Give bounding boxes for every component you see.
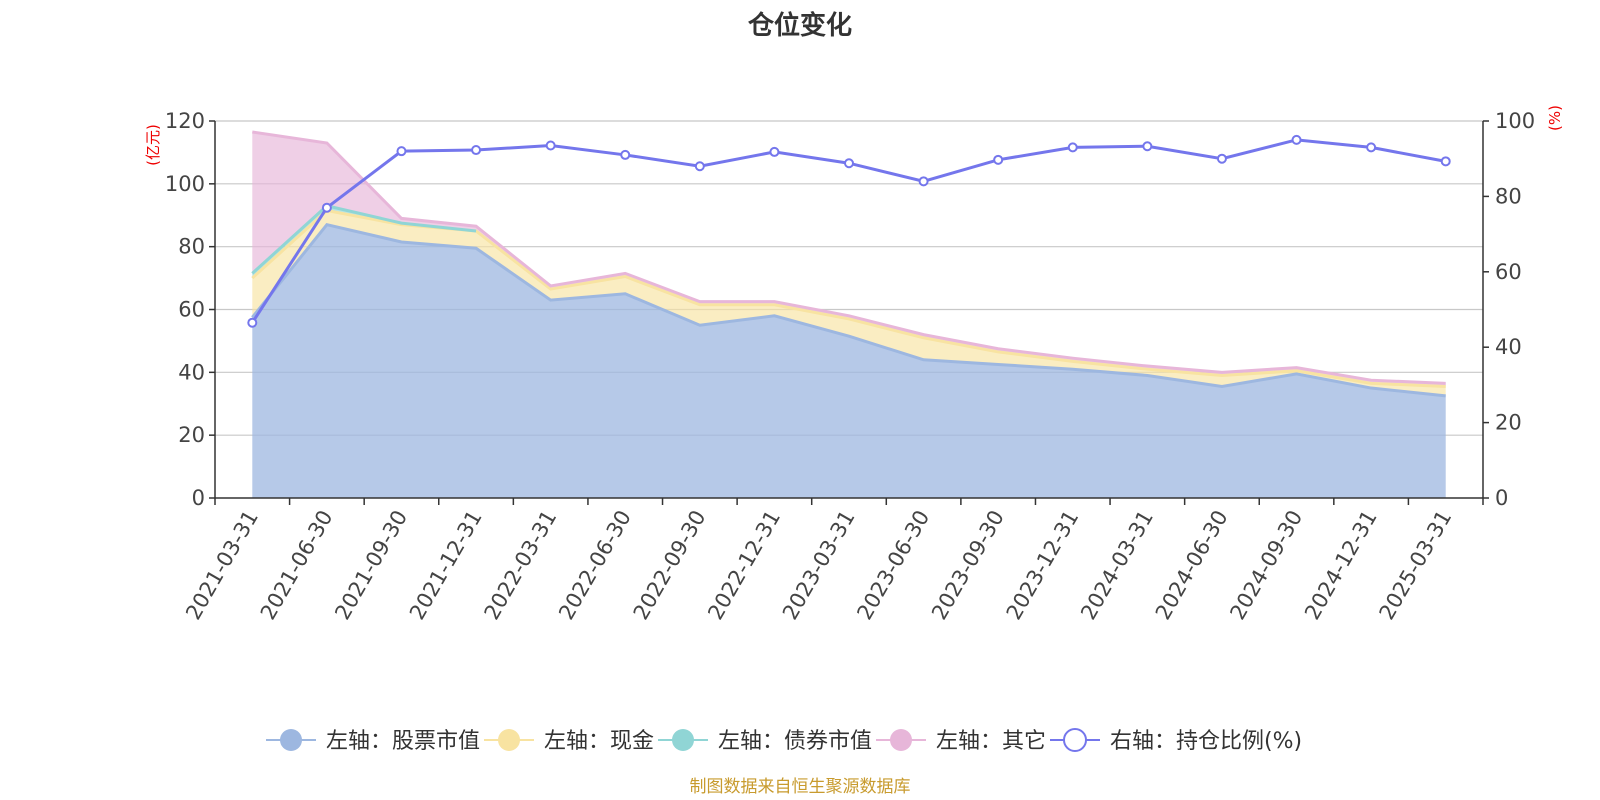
ratio-point (844, 158, 854, 169)
legend-marker (280, 729, 302, 751)
legend-label: 左轴：债券市值 (718, 729, 872, 754)
left-axis-tick-label: 20 (178, 423, 205, 447)
legend-marker (890, 729, 912, 751)
area-outline-1 (251, 223, 1446, 398)
ratio-point (1216, 153, 1227, 164)
ratio-point (1067, 142, 1078, 153)
x-axis-tick-label: 2021-09-30 (330, 506, 412, 624)
x-axis-tick-label: 2023-12-31 (1002, 506, 1084, 624)
legend-label: 左轴：现金 (544, 729, 654, 754)
left-axis-tick-label: 60 (178, 298, 205, 322)
ratio-point (769, 146, 780, 157)
legend-marker (672, 729, 694, 751)
ratio-point (321, 202, 332, 213)
right-axis-tick-label: 0 (1495, 486, 1508, 510)
ratio-point (620, 149, 631, 160)
right-axis-tick-label: 20 (1495, 411, 1522, 435)
ratio-point (694, 161, 705, 172)
x-axis-tick-label: 2021-06-30 (256, 506, 338, 624)
x-axis-tick-label: 2024-06-30 (1151, 506, 1233, 624)
ratio-point (1142, 141, 1153, 152)
ratio-line (247, 134, 1451, 328)
legend: 左轴：股票市值 左轴：现金 左轴：债券市值 左轴：其它 右轴：持仓比例(%) (266, 728, 1302, 754)
x-axis-tick-label: 2024-03-31 (1076, 506, 1158, 624)
right-axis-unit: (%) (1546, 105, 1564, 131)
legend-item: 左轴：债券市值 (658, 729, 872, 754)
legend-item: 左轴：现金 (484, 729, 654, 754)
ratio-point (993, 154, 1004, 165)
legend-marker (498, 729, 520, 751)
right-axis-tick-label: 80 (1495, 184, 1522, 208)
area-series-2 (252, 210, 1446, 396)
x-axis-tick-label: 2021-12-31 (405, 506, 487, 624)
left-axis-tick-label: 120 (165, 109, 205, 133)
ratio-point (1440, 156, 1451, 167)
ratio-point (396, 146, 407, 157)
left-axis-tick-label: 40 (178, 360, 205, 384)
area-outline-3 (251, 204, 477, 275)
stacked-areas (251, 130, 1446, 499)
legend-item: 左轴：股票市值 (266, 729, 480, 754)
left-axis-tick-label: 100 (165, 172, 205, 196)
x-axis-tick-label: 2022-03-31 (480, 506, 562, 624)
right-axis-tick-label: 100 (1495, 109, 1535, 133)
legend-marker (1063, 728, 1087, 752)
ratio-point (545, 140, 556, 151)
area-series-1 (252, 224, 1446, 499)
ratio-point (1366, 142, 1377, 153)
x-axis-tick-label: 2022-09-30 (629, 506, 711, 624)
ratio-point (247, 317, 258, 328)
right-axis-tick-label: 60 (1495, 260, 1522, 284)
x-axis-tick-label: 2023-06-30 (852, 506, 934, 624)
ratio-point (1291, 134, 1302, 145)
left-axis-tick-label: 80 (178, 235, 205, 259)
area-outline-4 (252, 130, 1446, 385)
legend-item: 左轴：其它 (876, 729, 1046, 754)
left-axis-tick-label: 0 (192, 486, 205, 510)
x-axis-tick-label: 2021-03-31 (181, 506, 263, 624)
ratio-point (918, 176, 929, 187)
x-axis-tick-label: 2024-09-30 (1225, 506, 1307, 624)
legend-label: 右轴：持仓比例(%) (1110, 729, 1302, 754)
x-axis-tick-label: 2022-06-30 (554, 506, 636, 624)
x-axis-tick-label: 2022-12-31 (703, 506, 785, 624)
x-axis-tick-label: 2025-03-31 (1375, 506, 1457, 624)
x-axis-tick-label: 2023-09-30 (927, 506, 1009, 624)
legend-label: 左轴：股票市值 (326, 729, 480, 754)
legend-label: 左轴：其它 (936, 729, 1046, 754)
chart-title: 仓位变化 (747, 10, 852, 41)
left-axis-unit: (亿元) (144, 124, 162, 166)
data-source-footer: 制图数据来自恒生聚源数据库 (690, 777, 911, 797)
x-axis-tick-label: 2023-03-31 (778, 506, 860, 624)
ratio-point (471, 145, 482, 156)
x-axis-tick-label: 2024-12-31 (1300, 506, 1382, 624)
right-axis-tick-label: 40 (1495, 335, 1522, 359)
legend-item: 右轴：持仓比例(%) (1050, 728, 1302, 754)
